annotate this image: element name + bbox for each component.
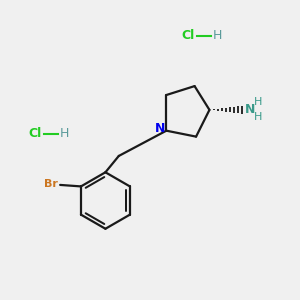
Text: Cl: Cl	[28, 127, 41, 140]
Text: Cl: Cl	[181, 29, 194, 42]
Text: N: N	[244, 103, 255, 116]
Text: Br: Br	[44, 179, 58, 189]
Text: H: H	[254, 112, 262, 122]
Text: H: H	[254, 97, 262, 107]
Text: H: H	[212, 29, 222, 42]
Text: H: H	[59, 127, 69, 140]
Text: N: N	[154, 122, 165, 135]
